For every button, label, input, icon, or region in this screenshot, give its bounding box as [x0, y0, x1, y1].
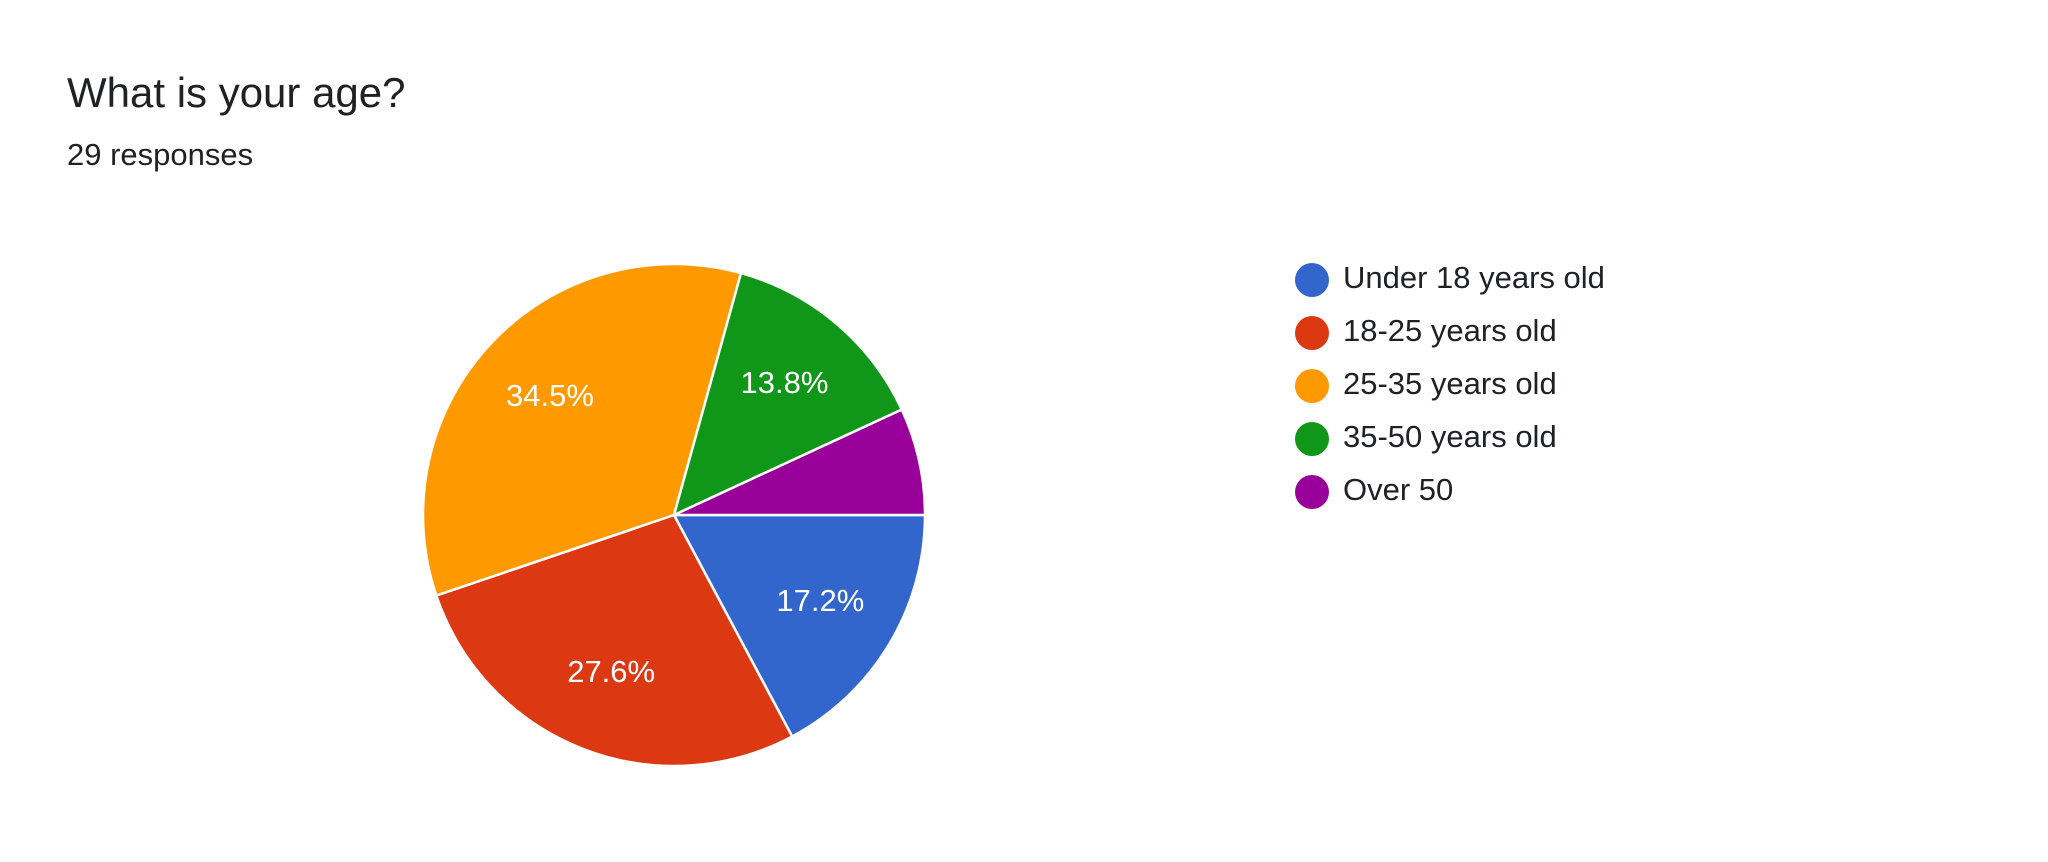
pie-slice — [672, 271, 904, 518]
chart-title: What is your age? — [67, 69, 406, 116]
pie-slice — [671, 513, 927, 739]
pie-slice — [673, 407, 927, 517]
data-label: 17.2% — [776, 583, 864, 618]
legend-marker — [1295, 263, 1329, 297]
chart-subtitle: 29 responses — [67, 137, 253, 172]
data-label: 27.6% — [567, 654, 655, 689]
legend-label: 35-50 years old — [1343, 419, 1557, 454]
pie-slice — [421, 262, 743, 598]
data-label: 34.5% — [506, 378, 594, 413]
legend-label: Over 50 — [1343, 472, 1453, 507]
legend-marker — [1295, 475, 1329, 509]
legend-label: Under 18 years old — [1343, 260, 1605, 295]
pie-slice — [434, 513, 794, 768]
legend-label: 18-25 years old — [1343, 313, 1557, 348]
legend-marker — [1295, 422, 1329, 456]
legend-marker — [1295, 369, 1329, 403]
legend-label: 25-35 years old — [1343, 366, 1557, 401]
legend-marker — [1295, 316, 1329, 350]
data-label: 13.8% — [740, 365, 828, 400]
